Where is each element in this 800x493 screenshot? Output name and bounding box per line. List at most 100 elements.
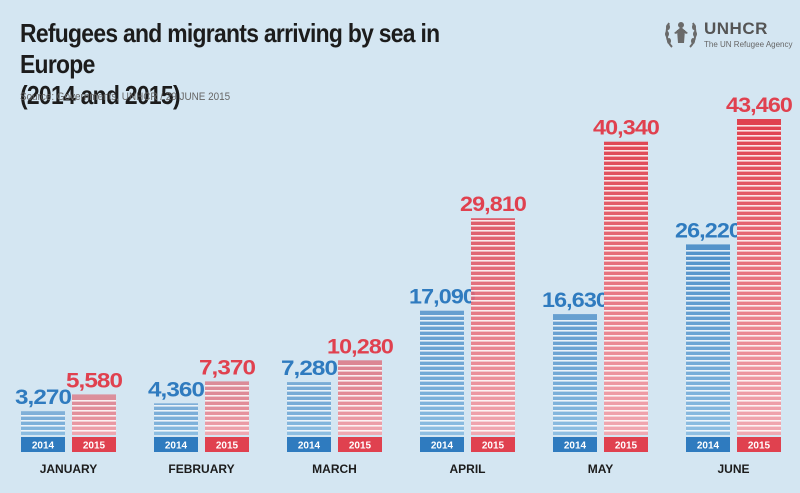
bar-stripes-2014-april: [420, 315, 464, 432]
stripe-line: [737, 430, 781, 432]
stripe-line: [471, 370, 515, 372]
bar-2014-january: [21, 411, 65, 435]
stripe-line: [737, 425, 781, 427]
stripe-line: [737, 370, 781, 372]
bar-stripes-2015-march: [338, 365, 382, 432]
category-label-june: JUNE: [717, 462, 749, 476]
stripe-line: [686, 350, 730, 352]
year-tag-2014-may: [553, 437, 597, 452]
bar-stripes-2015-january: [72, 400, 116, 432]
stripe-line: [420, 330, 464, 332]
stripe-line: [686, 320, 730, 322]
stripe-line: [420, 400, 464, 402]
stripe-line: [338, 375, 382, 377]
stripe-line: [205, 410, 249, 412]
stripe-line: [604, 415, 648, 417]
stripe-line: [686, 340, 730, 342]
stripe-line: [553, 320, 597, 322]
stripe-line: [604, 420, 648, 422]
stripe-line: [686, 430, 730, 432]
bar-group-may: 2014 16,630 2015 40,340 MAY: [542, 117, 660, 476]
stripe-line: [338, 410, 382, 412]
category-label-march: MARCH: [312, 462, 357, 476]
stripe-line: [737, 190, 781, 192]
year-tag-label: 2014: [697, 441, 720, 452]
bar-group-january: 2014 3,270 2015 5,580 JANUARY: [15, 369, 123, 476]
stripe-line: [604, 250, 648, 252]
stripe-line: [604, 240, 648, 242]
stripe-line: [604, 270, 648, 272]
stripe-line: [420, 395, 464, 397]
stripe-line: [604, 350, 648, 352]
stripe-line: [471, 245, 515, 247]
stripe-line: [737, 340, 781, 342]
stripe-line: [686, 335, 730, 337]
stripe-line: [604, 265, 648, 267]
stripe-line: [420, 425, 464, 427]
stripe-line: [604, 380, 648, 382]
title-line-1: Refugees and migrants arriving by sea in…: [20, 18, 440, 79]
year-tag-2015-april: [471, 437, 515, 452]
stripe-line: [686, 375, 730, 377]
stripe-line: [604, 150, 648, 152]
stripe-line: [604, 280, 648, 282]
stripe-line: [737, 265, 781, 267]
stripe-line: [604, 400, 648, 402]
stripe-line: [471, 375, 515, 377]
stripe-line: [737, 160, 781, 162]
stripe-line: [737, 180, 781, 182]
stripe-line: [21, 430, 65, 432]
stripe-line: [471, 315, 515, 317]
stripe-line: [205, 425, 249, 427]
stripe-line: [553, 380, 597, 382]
stripe-line: [471, 220, 515, 222]
year-tag-label: 2015: [615, 441, 638, 452]
stripe-line: [287, 390, 331, 392]
stripe-line: [205, 405, 249, 407]
stripe-line: [553, 400, 597, 402]
stripe-line: [420, 385, 464, 387]
stripe-line: [553, 340, 597, 342]
stripe-line: [737, 155, 781, 157]
stripe-line: [604, 305, 648, 307]
stripe-line: [686, 345, 730, 347]
year-tag-label: 2014: [564, 441, 587, 452]
year-tag-label: 2015: [482, 441, 505, 452]
stripe-line: [737, 250, 781, 252]
stripe-line: [737, 335, 781, 337]
year-tag-label: 2014: [32, 441, 55, 452]
stripe-line: [553, 410, 597, 412]
year-tag-2014-february: [154, 437, 198, 452]
stripe-line: [21, 420, 65, 422]
stripe-line: [737, 240, 781, 242]
stripe-line: [604, 290, 648, 292]
stripe-line: [72, 405, 116, 407]
stripe-line: [737, 125, 781, 127]
stripe-line: [338, 405, 382, 407]
stripe-line: [553, 370, 597, 372]
stripe-line: [604, 165, 648, 167]
stripe-line: [553, 345, 597, 347]
stripe-line: [686, 365, 730, 367]
stripe-line: [338, 425, 382, 427]
source-note: Source: Governments, UNHCR / 29 JUNE 201…: [20, 91, 231, 103]
stripe-line: [737, 290, 781, 292]
stripe-line: [287, 410, 331, 412]
stripe-line: [420, 315, 464, 317]
stripe-line: [686, 390, 730, 392]
stripe-line: [737, 360, 781, 362]
stripe-line: [287, 405, 331, 407]
stripe-line: [686, 420, 730, 422]
stripe-line: [686, 275, 730, 277]
stripe-line: [737, 270, 781, 272]
year-tag-2014-january: [21, 437, 65, 452]
stripe-line: [471, 430, 515, 432]
stripe-line: [604, 395, 648, 397]
stripe-line: [553, 420, 597, 422]
unhcr-logo: UNHCR The UN Refugee Agency: [660, 17, 793, 53]
year-tag-2015-march: [338, 437, 382, 452]
stripe-line: [21, 415, 65, 417]
value-label-2014-june: 26,220: [675, 219, 741, 242]
year-tag-2015-may: [604, 437, 648, 452]
bar-stripes-2015-may: [604, 145, 648, 432]
